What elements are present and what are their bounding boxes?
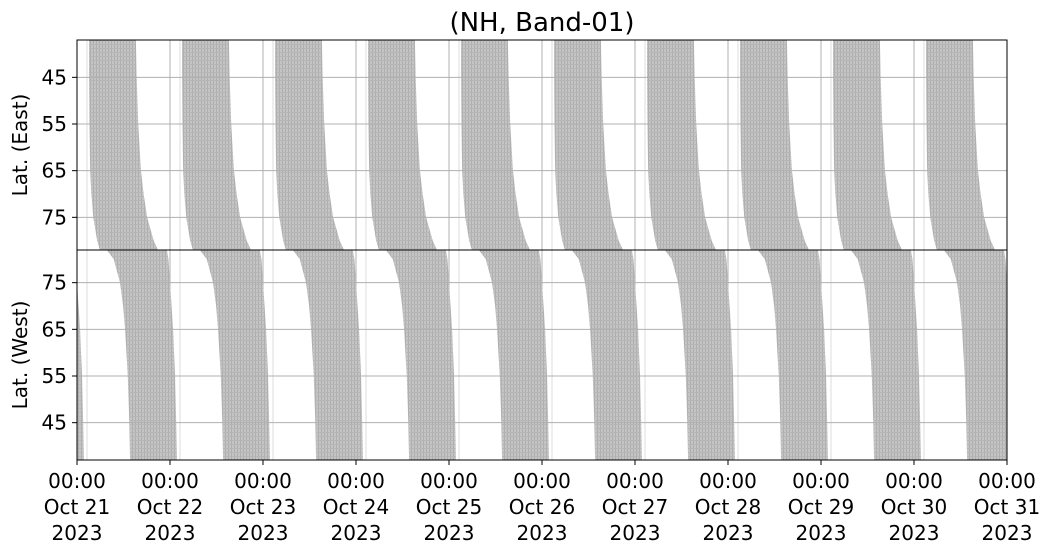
- band-west: [292, 250, 363, 460]
- band-west: [1037, 250, 1053, 460]
- xtick-label: 00:00: [327, 469, 385, 493]
- band-west: [757, 250, 828, 460]
- bands-west: [77, 250, 1053, 460]
- band-east: [926, 40, 995, 250]
- xtick-label: 00:00: [699, 469, 757, 493]
- chart-title: (NH, Band-01): [449, 8, 634, 38]
- ytick-label: 55: [42, 112, 67, 136]
- xtick-label: 2023: [796, 521, 847, 545]
- band-east: [647, 40, 716, 250]
- xtick-label: 2023: [982, 521, 1033, 545]
- xtick-label: 2023: [424, 521, 475, 545]
- xtick-label: 2023: [610, 521, 661, 545]
- xtick-label: Oct 27: [602, 495, 668, 519]
- band-west: [571, 250, 642, 460]
- xtick-label: Oct 22: [137, 495, 203, 519]
- xtick-label: 00:00: [420, 469, 478, 493]
- band-east: [368, 40, 437, 250]
- band-east: [182, 40, 251, 250]
- band-west: [943, 250, 1007, 460]
- xtick-label: 00:00: [141, 469, 199, 493]
- xtick-label: Oct 31: [974, 495, 1040, 519]
- band-west: [850, 250, 921, 460]
- xtick-label: Oct 23: [230, 495, 296, 519]
- ytick-label: 65: [42, 317, 67, 341]
- bands-east: [89, 40, 1053, 250]
- xtick-label: Oct 28: [695, 495, 761, 519]
- band-west: [199, 250, 270, 460]
- xtick-label: 00:00: [606, 469, 664, 493]
- xtick-label: Oct 25: [416, 495, 482, 519]
- band-east: [89, 40, 158, 250]
- xtick-label: 2023: [703, 521, 754, 545]
- xtick-label: Oct 24: [323, 495, 389, 519]
- band-west: [664, 250, 735, 460]
- xtick-label: 2023: [331, 521, 382, 545]
- band-east: [833, 40, 902, 250]
- band-west: [106, 250, 177, 460]
- band-east: [554, 40, 623, 250]
- band-east: [275, 40, 344, 250]
- ytick-label: 75: [42, 205, 67, 229]
- ytick-label: 75: [42, 271, 67, 295]
- ytick-label: 65: [42, 159, 67, 183]
- ytick-label: 45: [42, 411, 67, 435]
- xtick-label: 2023: [52, 521, 103, 545]
- band-east: [461, 40, 530, 250]
- xtick-label: 00:00: [792, 469, 850, 493]
- xtick-label: Oct 21: [44, 495, 110, 519]
- band-west: [385, 250, 456, 460]
- ylabel-east: Lat. (East): [8, 94, 32, 197]
- band-west: [478, 250, 549, 460]
- xtick-label: Oct 30: [881, 495, 947, 519]
- band-west: [77, 282, 84, 460]
- ylabel-west: Lat. (West): [8, 301, 32, 410]
- xtick-label: 00:00: [513, 469, 571, 493]
- band-east: [740, 40, 809, 250]
- band-east: [1019, 40, 1053, 250]
- ytick-label: 55: [42, 364, 67, 388]
- xtick-label: 2023: [145, 521, 196, 545]
- xtick-label: 00:00: [885, 469, 943, 493]
- xtick-label: 2023: [238, 521, 289, 545]
- xtick-label: 2023: [889, 521, 940, 545]
- xtick-label: 00:00: [234, 469, 292, 493]
- xtick-label: Oct 29: [788, 495, 854, 519]
- xtick-label: 00:00: [48, 469, 106, 493]
- xtick-label: 2023: [517, 521, 568, 545]
- ytick-label: 45: [42, 65, 67, 89]
- xtick-label: 00:00: [978, 469, 1036, 493]
- xtick-label: Oct 26: [509, 495, 575, 519]
